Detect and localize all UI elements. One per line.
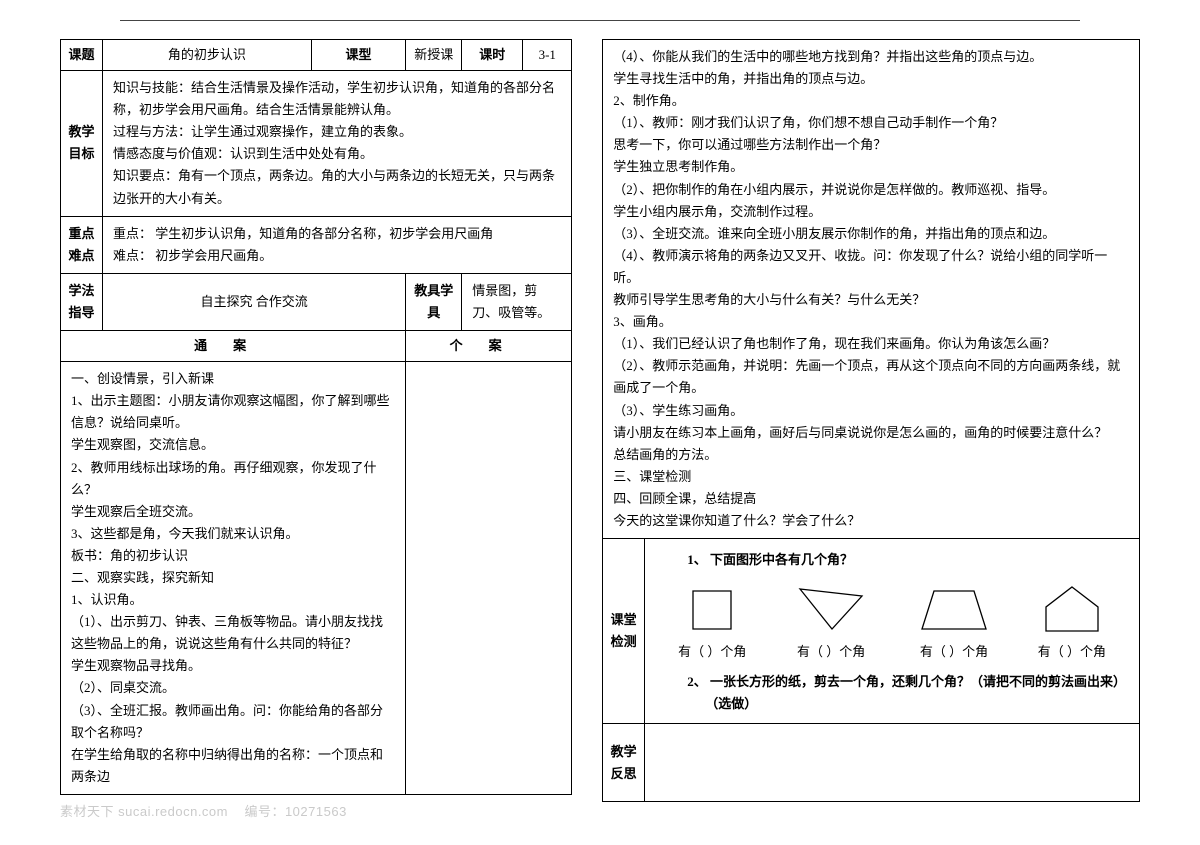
keypoints-label: 重点难点 (61, 216, 103, 273)
col-right-hdr: 个案 (406, 331, 572, 362)
pr-16: 总结画角的方法。 (613, 444, 1129, 466)
keypoints-row: 重点难点 重点： 学生初步认识角，知道角的各部分名称，初步学会用尺画角 难点： … (61, 216, 572, 273)
type-value: 新授课 (406, 40, 462, 71)
procedure-row: 一、创设情景，引入新课 1、出示主题图：小朋友请你观察这幅图，你了解到哪些信息？… (61, 362, 572, 795)
watermark: 素材天下 sucai.redocn.com 编号：10271563 (60, 801, 347, 823)
pl-7: 二、观察实践，探究新知 (71, 567, 395, 589)
pl-12: （3）、全班汇报。教师画出角。问：你能给角的各部分取个名称吗？ (71, 700, 395, 744)
pr-11: 3、画角。 (613, 311, 1129, 333)
pr-17: 三、课堂检测 (613, 466, 1129, 488)
pr-15: 请小朋友在练习本上画角，画好后与同桌说说你是怎么画的，画角的时候要注意什么？ (613, 422, 1129, 444)
pentagon-icon (1042, 583, 1102, 635)
goal-line-4: 知识要点：角有一个顶点，两条边。角的大小与两条边的长短无关，只与两条边张开的大小… (113, 165, 561, 209)
pl-2: 学生观察图，交流信息。 (71, 434, 395, 456)
procedure-continued: （4）、你能从我们的生活中的哪些地方找到角？并指出这些角的顶点与边。 学生寻找生… (603, 40, 1140, 539)
reflection-row: 教学反思 (603, 724, 1140, 802)
topic-value: 角的初步认识 (103, 40, 312, 71)
pent-label: 有（ ）个角 (1038, 641, 1106, 663)
pl-3: 2、教师用线标出球场的角。再仔细观察，你发现了什么？ (71, 457, 395, 501)
pr-6: （2）、把你制作的角在小组内展示，并说说你是怎样做的。教师巡视、指导。 (613, 179, 1129, 201)
pr-14: （3）、学生练习画角。 (613, 400, 1129, 422)
shape-trapezoid: 有（ ）个角 (916, 583, 992, 663)
shape-triangle: 有（ ）个角 (792, 581, 870, 663)
topic-label: 课题 (61, 40, 103, 71)
pr-0: （4）、你能从我们的生活中的哪些地方找到角？并指出这些角的顶点与边。 (613, 46, 1129, 68)
test-content: 1、 下面图形中各有几个角？ 有（ ）个角 有（ ）个角 有（ (645, 539, 1140, 724)
pr-1: 学生寻找生活中的角，并指出角的顶点与边。 (613, 68, 1129, 90)
pl-1: 1、出示主题图：小朋友请你观察这幅图，你了解到哪些信息？说给同桌听。 (71, 390, 395, 434)
procedure-right-text: （4）、你能从我们的生活中的哪些地方找到角？并指出这些角的顶点与边。 学生寻找生… (603, 40, 1140, 539)
goal-line-2: 过程与方法：让学生通过观察操作，建立角的表象。 (113, 121, 561, 143)
square-icon (687, 585, 737, 635)
triangle-icon (792, 581, 870, 635)
tools-value: 情景图，剪刀、吸管等。 (462, 273, 572, 330)
pl-8: 1、认识角。 (71, 589, 395, 611)
pr-2: 2、制作角。 (613, 90, 1129, 112)
pr-5: 学生独立思考制作角。 (613, 156, 1129, 178)
pl-4: 学生观察后全班交流。 (71, 501, 395, 523)
shape-pentagon: 有（ ）个角 (1038, 583, 1106, 663)
left-column: 课题 角的初步认识 课型 新授课 课时 3-1 教学目标 知识与技能：结合生活情… (60, 39, 572, 802)
pl-5: 3、这些都是角，今天我们就来认识角。 (71, 523, 395, 545)
period-label: 课时 (462, 40, 523, 71)
tools-label: 教具学具 (406, 273, 462, 330)
reflection-label: 教学反思 (603, 724, 645, 802)
pl-11: （2）、同桌交流。 (71, 677, 395, 699)
goals-label: 教学目标 (61, 71, 103, 217)
method-value: 自主探究 合作交流 (103, 273, 406, 330)
pl-13: 在学生给角取的名称中归纳得出角的名称：一个顶点和两条边 (71, 744, 395, 788)
q2-text: 2、 一张长方形的纸，剪去一个角，还剩几个角？（请把不同的剪法画出来）（选做） (655, 667, 1129, 717)
method-row: 学法指导 自主探究 合作交流 教具学具 情景图，剪刀、吸管等。 (61, 273, 572, 330)
lesson-plan-table-right: （4）、你能从我们的生活中的哪些地方找到角？并指出这些角的顶点与边。 学生寻找生… (602, 39, 1140, 802)
pr-10: 教师引导学生思考角的大小与什么有关？与什么无关？ (613, 289, 1129, 311)
header-row: 课题 角的初步认识 课型 新授课 课时 3-1 (61, 40, 572, 71)
trap-label: 有（ ）个角 (920, 641, 988, 663)
procedure-right-cell-empty (406, 362, 572, 795)
col-left-hdr: 通案 (61, 331, 406, 362)
right-column: （4）、你能从我们的生活中的哪些地方找到角？并指出这些角的顶点与边。 学生寻找生… (602, 39, 1140, 802)
procedure-left-cell: 一、创设情景，引入新课 1、出示主题图：小朋友请你观察这幅图，你了解到哪些信息？… (61, 362, 406, 795)
tri-label: 有（ ）个角 (797, 641, 865, 663)
period-value: 3-1 (523, 40, 572, 71)
pl-9: （1）、出示剪刀、钟表、三角板等物品。请小朋友找找这些物品上的角，说说这些角有什… (71, 611, 395, 655)
pl-10: 学生观察物品寻找角。 (71, 655, 395, 677)
type-label: 课型 (311, 40, 405, 71)
pr-13: （2）、教师示范画角，并说明：先画一个顶点，再从这个顶点向不同的方向画两条线，就… (613, 355, 1129, 399)
column-headers: 通案 个案 (61, 331, 572, 362)
pr-4: 思考一下，你可以通过哪些方法制作出一个角？ (613, 134, 1129, 156)
pr-7: 学生小组内展示角，交流制作过程。 (613, 201, 1129, 223)
goals-content: 知识与技能：结合生活情景及操作活动，学生初步认识角，知道角的各部分名称，初步学会… (103, 71, 572, 217)
sq-label: 有（ ）个角 (678, 641, 746, 663)
keypoint-2: 难点： 初步学会用尺画角。 (113, 245, 561, 267)
wm-left: 素材天下 sucai.redocn.com (60, 804, 228, 819)
pr-18: 四、回顾全课，总结提高 (613, 488, 1129, 510)
method-label: 学法指导 (61, 273, 103, 330)
test-row: 课堂检测 1、 下面图形中各有几个角？ 有（ ）个角 有（ ）个角 (603, 539, 1140, 724)
wm-right: 编号：10271563 (244, 804, 346, 819)
goal-line-3: 情感态度与价值观：认识到生活中处处有角。 (113, 143, 561, 165)
lesson-plan-table-left: 课题 角的初步认识 课型 新授课 课时 3-1 教学目标 知识与技能：结合生活情… (60, 39, 572, 795)
goal-line-1: 知识与技能：结合生活情景及操作活动，学生初步认识角，知道角的各部分名称，初步学会… (113, 77, 561, 121)
pr-3: （1）、教师：刚才我们认识了角，你们想不想自己动手制作一个角？ (613, 112, 1129, 134)
keypoint-1: 重点： 学生初步认识角，知道角的各部分名称，初步学会用尺画角 (113, 223, 561, 245)
pr-8: （3）、全班交流。谁来向全班小朋友展示你制作的角，并指出角的顶点和边。 (613, 223, 1129, 245)
keypoints-content: 重点： 学生初步认识角，知道角的各部分名称，初步学会用尺画角 难点： 初步学会用… (103, 216, 572, 273)
pr-12: （1）、我们已经认识了角也制作了角，现在我们来画角。你认为角该怎么画？ (613, 333, 1129, 355)
pr-9: （4）、教师演示将角的两条边又叉开、收拢。问：你发现了什么？说给小组的同学听一听… (613, 245, 1129, 289)
shape-square: 有（ ）个角 (678, 585, 746, 663)
pl-6: 板书：角的初步认识 (71, 545, 395, 567)
q1-text: 1、 下面图形中各有几个角？ (655, 545, 1129, 573)
shapes-row: 有（ ）个角 有（ ）个角 有（ ）个角 有（ (655, 581, 1129, 663)
test-label: 课堂检测 (603, 539, 645, 724)
pr-19: 今天的这堂课你知道了什么？学会了什么？ (613, 510, 1129, 532)
goals-row: 教学目标 知识与技能：结合生活情景及操作活动，学生初步认识角，知道角的各部分名称… (61, 71, 572, 217)
page-container: 课题 角的初步认识 课型 新授课 课时 3-1 教学目标 知识与技能：结合生活情… (60, 39, 1140, 802)
trapezoid-icon (916, 583, 992, 635)
pl-0: 一、创设情景，引入新课 (71, 368, 395, 390)
reflection-content (645, 724, 1140, 802)
